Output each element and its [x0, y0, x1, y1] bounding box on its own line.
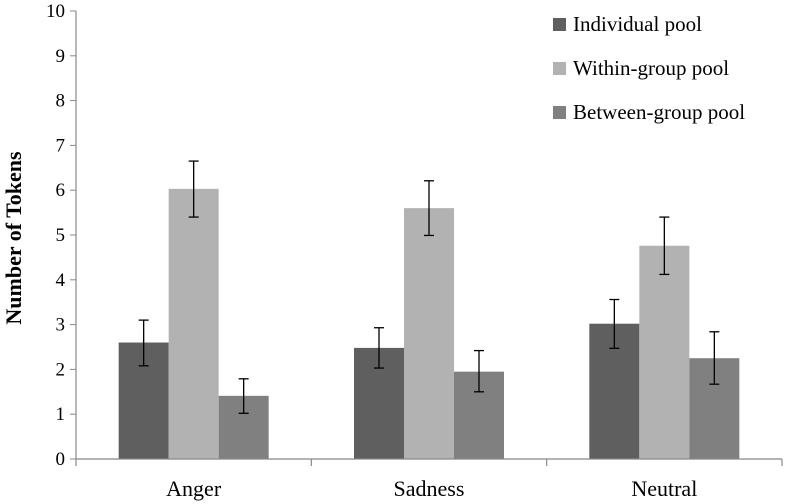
y-tick-label: 8 — [56, 91, 66, 112]
error-bar — [374, 327, 384, 369]
y-tick-label: 10 — [46, 1, 65, 22]
x-tick-label-sadness: Sadness — [394, 476, 465, 501]
error-bars — [138, 160, 720, 414]
legend-label: Within-group pool — [573, 56, 729, 80]
legend-swatch — [553, 62, 566, 75]
legend-label: Individual pool — [573, 12, 702, 36]
bars — [118, 188, 740, 459]
error-bar — [659, 216, 670, 276]
error-bar — [138, 319, 149, 367]
y-tick-label: 3 — [56, 315, 66, 336]
y-axis-title: Number of Tokens — [1, 151, 26, 325]
error-bar — [609, 298, 620, 349]
bar-within-group-pool-anger — [168, 188, 219, 459]
legend-label: Between-group pool — [573, 100, 745, 124]
legend-swatch — [553, 18, 566, 31]
x-tick-label-anger: Anger — [166, 476, 222, 501]
bar-within-group-pool-neutral — [639, 245, 690, 459]
y-tick-label: 4 — [56, 270, 66, 291]
y-tick-label: 1 — [56, 404, 66, 425]
y-tick-label: 0 — [56, 449, 66, 470]
y-tick-label: 7 — [56, 135, 66, 156]
x-tick-labels: Anger Sadness Neutral — [166, 476, 697, 501]
error-bar — [474, 349, 484, 393]
error-bar — [709, 331, 720, 385]
y-tick-label: 5 — [56, 225, 66, 246]
y-tick-label: 2 — [56, 359, 66, 380]
x-tick-label-neutral: Neutral — [631, 476, 697, 501]
legend: Individual pool Within-group pool Between-… — [553, 12, 745, 124]
error-bar — [424, 180, 434, 237]
bar-within-group-pool-sadness — [404, 208, 454, 459]
error-bar — [188, 160, 199, 218]
y-tick-label: 6 — [56, 180, 66, 201]
axes — [75, 11, 783, 466]
error-bar — [238, 378, 249, 414]
legend-swatch — [553, 106, 566, 119]
y-ticks: 0 1 2 3 4 5 6 7 8 9 10 — [46, 1, 76, 470]
y-tick-label: 9 — [56, 46, 66, 67]
